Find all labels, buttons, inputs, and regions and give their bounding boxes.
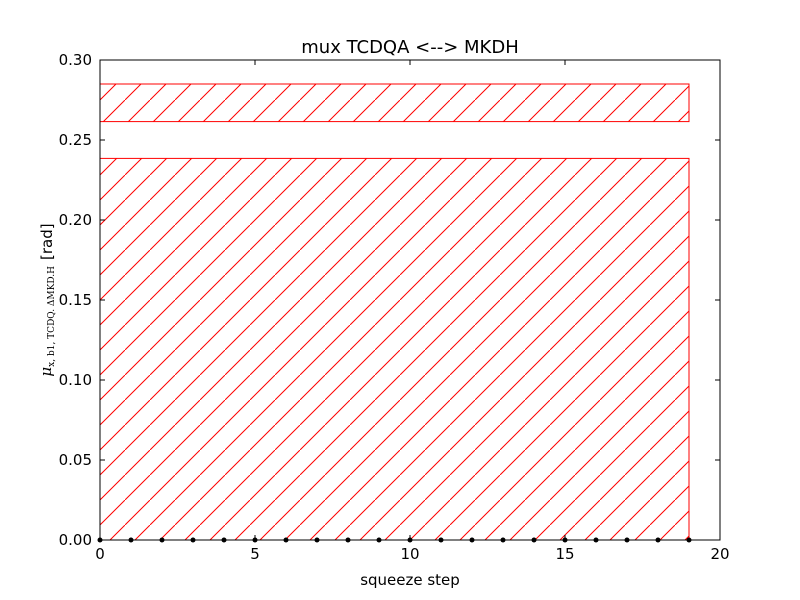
y-tick-label: 0.00 bbox=[59, 531, 92, 549]
y-tick-label: 0.30 bbox=[59, 51, 92, 69]
y-tick-label: 0.15 bbox=[59, 291, 92, 309]
y-tick-label: 0.25 bbox=[59, 131, 92, 149]
y-tick-labels: 0.00 0.05 0.10 0.15 0.20 0.25 0.30 bbox=[59, 51, 92, 549]
hatched-region-1 bbox=[100, 157, 690, 540]
x-axis-label: squeeze step bbox=[360, 571, 460, 589]
x-tick-label: 15 bbox=[555, 545, 574, 563]
axis-ticks bbox=[99, 59, 721, 541]
x-tick-labels: 0 5 10 15 20 bbox=[95, 545, 729, 563]
x-tick-label: 5 bbox=[250, 545, 260, 563]
y-axis-label-subscript: x, b1, TCDQ. ΔMKD.H bbox=[47, 266, 57, 367]
y-axis-label-symbol: μ bbox=[37, 367, 55, 377]
y-axis-label-unit: [rad] bbox=[38, 223, 56, 260]
x-tick-label: 10 bbox=[400, 545, 419, 563]
y-tick-label: 0.10 bbox=[59, 371, 92, 389]
hatched-regions bbox=[100, 83, 690, 540]
y-axis-label: μx, b1, TCDQ. ΔMKD.H [rad] bbox=[37, 223, 57, 376]
x-tick-label: 20 bbox=[710, 545, 729, 563]
x-tick-label: 0 bbox=[95, 545, 105, 563]
chart-title: mux TCDQA <--> MKDH bbox=[301, 37, 519, 58]
y-tick-label: 0.05 bbox=[59, 451, 92, 469]
y-tick-label: 0.20 bbox=[59, 211, 92, 229]
svg-text:μx, b1, TCDQ. ΔMKD.H[rad]: μx, b1, TCDQ. ΔMKD.H [rad] bbox=[37, 223, 57, 376]
hatched-region-2 bbox=[100, 83, 690, 123]
